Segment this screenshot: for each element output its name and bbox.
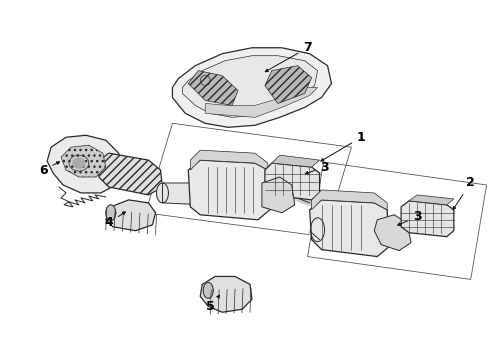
Polygon shape xyxy=(190,150,267,170)
Polygon shape xyxy=(105,205,116,221)
Text: 6: 6 xyxy=(39,162,60,176)
Text: 7: 7 xyxy=(264,41,311,72)
Text: 3: 3 xyxy=(305,161,328,174)
Polygon shape xyxy=(99,153,162,195)
Polygon shape xyxy=(400,201,453,237)
Polygon shape xyxy=(162,183,205,205)
Text: 2: 2 xyxy=(452,176,474,210)
Polygon shape xyxy=(105,200,155,231)
Text: 3: 3 xyxy=(397,210,421,225)
Text: 5: 5 xyxy=(205,295,219,313)
Polygon shape xyxy=(309,200,388,257)
Polygon shape xyxy=(311,190,386,210)
Polygon shape xyxy=(182,56,317,117)
Polygon shape xyxy=(408,195,453,205)
Polygon shape xyxy=(264,163,319,200)
Polygon shape xyxy=(262,177,294,213)
Polygon shape xyxy=(188,160,269,220)
Text: 1: 1 xyxy=(320,131,365,161)
Polygon shape xyxy=(47,135,122,193)
Polygon shape xyxy=(156,183,168,203)
Polygon shape xyxy=(61,145,105,177)
Polygon shape xyxy=(271,155,319,167)
Polygon shape xyxy=(205,87,317,117)
Polygon shape xyxy=(373,215,410,251)
Polygon shape xyxy=(73,158,85,168)
Polygon shape xyxy=(264,66,311,103)
Polygon shape xyxy=(200,276,251,312)
Polygon shape xyxy=(203,283,213,298)
Polygon shape xyxy=(310,218,324,242)
Polygon shape xyxy=(188,71,238,105)
Polygon shape xyxy=(172,48,331,127)
Text: 4: 4 xyxy=(104,212,125,229)
